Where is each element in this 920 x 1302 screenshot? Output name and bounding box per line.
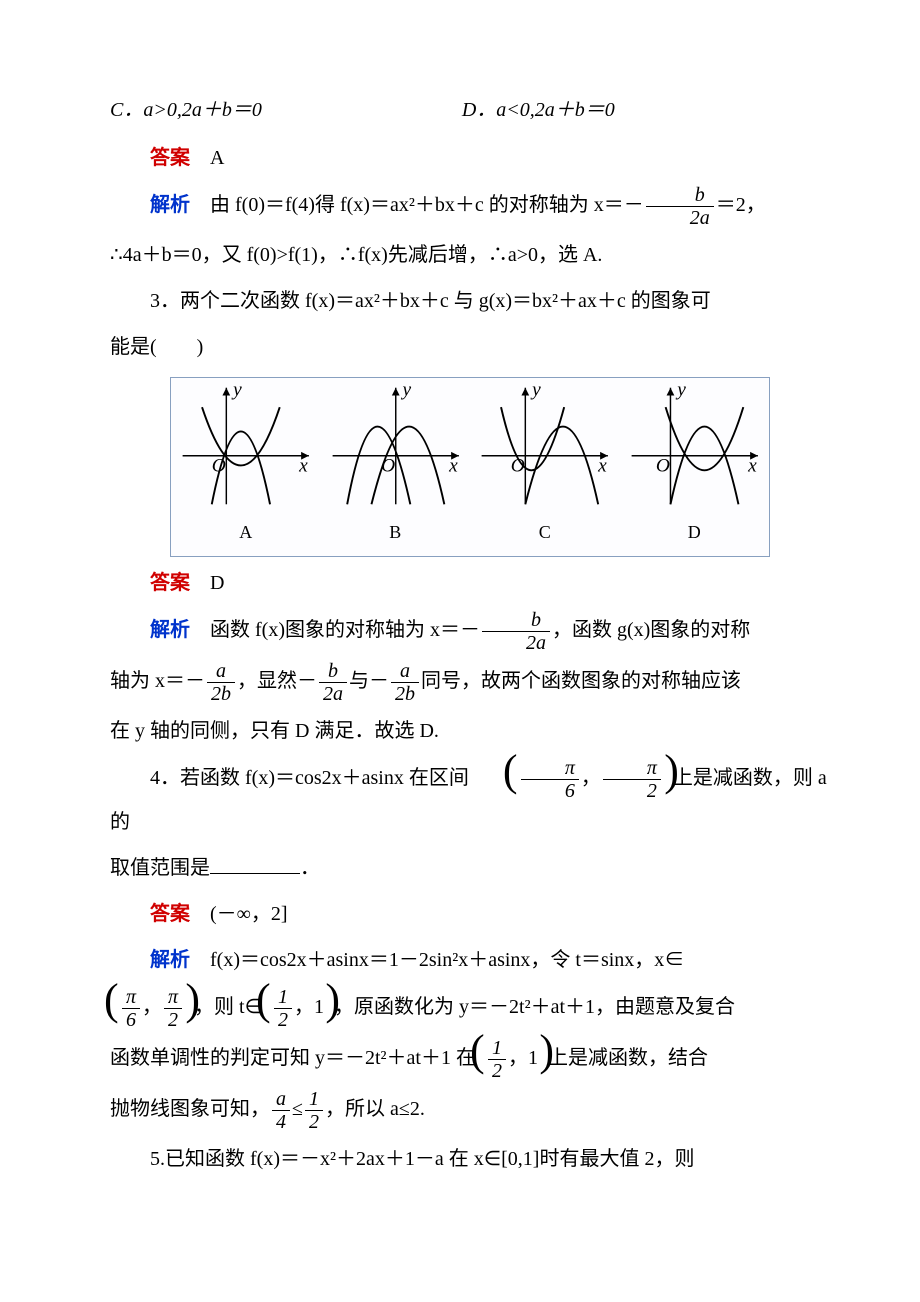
q2-choice-d: D．a<0,2a＋b＝0 — [462, 90, 615, 130]
svg-text:y: y — [675, 379, 686, 400]
graph-c-icon: y x O — [470, 378, 620, 514]
q4-e4a: 抛物线图象可知， — [110, 1098, 270, 1120]
interval-pi6-pi2-2: π6，π2 — [110, 986, 194, 1031]
fig-label-c: C — [539, 514, 551, 550]
q5-stem-1: 5.已知函数 f(x)＝－x²＋2ax＋1－a 在 x∈[0,1]时有最大值 2… — [110, 1139, 830, 1179]
fig-label-b: B — [389, 514, 401, 550]
q3-expl-3: 在 y 轴的同侧，只有 D 满足．故选 D. — [110, 711, 830, 751]
frac-b-2a-2: b2a — [319, 660, 347, 705]
q4-e4b: ≤ — [292, 1098, 303, 1120]
frac-a-2b-2: a2b — [391, 660, 419, 705]
q2-explanation-1: 解析 由 f(0)＝f(4)得 f(x)＝ax²＋bx＋c 的对称轴为 x＝－b… — [110, 184, 830, 229]
q4-answer: 答案 (－∞，2] — [110, 894, 830, 934]
subfig-b: y x O B — [321, 378, 471, 556]
q3-e2d: 同号，故两个函数图象的对称轴应该 — [421, 670, 741, 692]
q3-stem-1: 3．两个二次函数 f(x)＝ax²＋bx＋c 与 g(x)＝bx²＋ax＋c 的… — [110, 281, 830, 321]
q4-s2: 取值范围是 — [110, 857, 210, 879]
q3-e2a: 轴为 x＝－ — [110, 670, 205, 692]
q4-e4c: ，所以 a≤2. — [325, 1098, 425, 1120]
q3-answer: 答案 D — [110, 563, 830, 603]
svg-text:x: x — [448, 455, 458, 476]
q3-expl-2: 轴为 x＝－a2b，显然－b2a与－a2b同号，故两个函数图象的对称轴应该 — [110, 660, 830, 705]
q3-answer-value: D — [210, 572, 224, 594]
q3-e1b: ，函数 g(x)图象的对称 — [552, 619, 750, 641]
q2-e1a: 由 f(0)＝f(4)得 f(x)＝ax²＋bx＋c 的对称轴为 x＝－ — [210, 194, 644, 216]
interval-half-1: 12，1 — [262, 986, 334, 1031]
q2-e1b: ＝2， — [716, 194, 766, 216]
subfig-d: y x O D — [620, 378, 770, 556]
q2-explanation-2: ∴4a＋b＝0，又 f(0)>f(1)，∴f(x)先减后增，∴a>0，选 A. — [110, 235, 830, 275]
svg-text:O: O — [655, 455, 669, 476]
interval-pi6-pi2: π6，π2 — [469, 757, 673, 802]
q4-answer-value: (－∞，2] — [210, 903, 288, 925]
frac-1-2: 12 — [305, 1088, 323, 1133]
q2-choice-c: C．a>0,2a＋b＝0 — [110, 90, 262, 130]
graph-b-icon: y x O — [321, 378, 471, 514]
svg-text:x: x — [597, 455, 607, 476]
q4-e1: f(x)＝cos2x＋asinx＝1－2sin²x＋asinx，令 t＝sinx… — [210, 949, 684, 971]
q4-expl-4: 抛物线图象可知，a4≤12，所以 a≤2. — [110, 1088, 830, 1133]
fig-label-d: D — [688, 514, 701, 550]
answer-label: 答案 — [150, 147, 190, 169]
frac-b-2a: b2a — [482, 609, 550, 654]
q3-expl-1: 解析 函数 f(x)图象的对称轴为 x＝－b2a，函数 g(x)图象的对称 — [110, 609, 830, 654]
q4-e2a: ，则 t∈ — [194, 996, 262, 1018]
q2-answer: 答案 A — [110, 138, 830, 178]
q4-e2b: ，原函数化为 y＝－2t²＋at＋1，由题意及复合 — [334, 996, 735, 1018]
blank-fill — [210, 854, 300, 874]
q4-stem-1: 4．若函数 f(x)＝cos2x＋asinx 在区间π6，π2上是减函数，则 a… — [110, 757, 830, 842]
subfig-c: y x O C — [470, 378, 620, 556]
graph-d-icon: y x O — [620, 378, 770, 514]
q3-stem-2: 能是( ) — [110, 327, 830, 367]
q4-expl-1: 解析 f(x)＝cos2x＋asinx＝1－2sin²x＋asinx，令 t＝s… — [110, 940, 830, 980]
q3-e2c: 与－ — [349, 670, 389, 692]
answer-label: 答案 — [150, 903, 190, 925]
q2-choices: C．a>0,2a＋b＝0 D．a<0,2a＋b＝0 — [110, 90, 830, 130]
q4-stem-2: 取值范围是． — [110, 848, 830, 888]
q4-expl-2: π6，π2，则 t∈12，1，原函数化为 y＝－2t²＋at＋1，由题意及复合 — [110, 986, 830, 1031]
q3-figure: y x O A y x O B y x O — [170, 377, 770, 557]
svg-text:y: y — [231, 379, 242, 400]
q4-s1a: 4．若函数 f(x)＝cos2x＋asinx 在区间 — [150, 767, 469, 789]
svg-text:x: x — [747, 455, 757, 476]
q4-e3b: 上是减函数，结合 — [548, 1047, 708, 1069]
interval-half-1-2: 12，1 — [476, 1037, 548, 1082]
svg-text:y: y — [530, 379, 541, 400]
frac-a-4: a4 — [272, 1088, 290, 1133]
expl-label: 解析 — [150, 194, 190, 216]
q4-e3a: 函数单调性的判定可知 y＝－2t²＋at＋1 在 — [110, 1047, 476, 1069]
graph-a-icon: y x O — [171, 378, 321, 514]
q4-expl-3: 函数单调性的判定可知 y＝－2t²＋at＋1 在12，1上是减函数，结合 — [110, 1037, 830, 1082]
expl-label: 解析 — [150, 619, 190, 641]
subfig-a: y x O A — [171, 378, 321, 556]
svg-text:y: y — [400, 379, 411, 400]
frac-a-2b: a2b — [207, 660, 235, 705]
q2-answer-value: A — [210, 147, 224, 169]
q3-e1a: 函数 f(x)图象的对称轴为 x＝－ — [210, 619, 480, 641]
svg-text:x: x — [298, 455, 308, 476]
frac-b-2a: b2a — [646, 184, 714, 229]
q3-e2b: ，显然－ — [237, 670, 317, 692]
fig-label-a: A — [239, 514, 252, 550]
answer-label: 答案 — [150, 572, 190, 594]
expl-label: 解析 — [150, 949, 190, 971]
